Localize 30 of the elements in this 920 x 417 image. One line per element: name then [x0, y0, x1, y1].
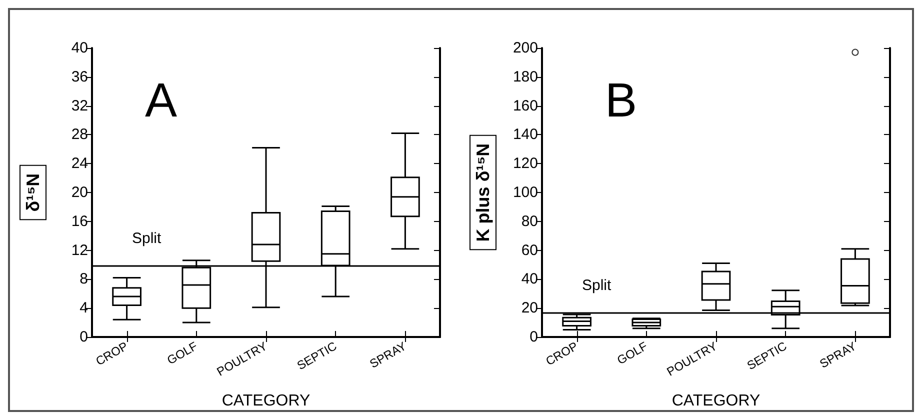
- y-tick-label: 24: [71, 155, 88, 172]
- y-tick-label: 8: [80, 270, 88, 288]
- y-tick-label: 16: [71, 212, 88, 230]
- y-axis-title: δ¹⁵N: [23, 173, 43, 212]
- y-tick-label: 4: [80, 300, 88, 317]
- x-axis-title: CATEGORY: [672, 392, 760, 410]
- y-tick-label: 60: [521, 242, 538, 259]
- y-tick-label: 20: [71, 184, 88, 201]
- y-tick-label: 80: [521, 212, 538, 230]
- y-tick-label: 200: [512, 40, 538, 56]
- text: B: [605, 74, 638, 128]
- y-tick-label: 180: [512, 68, 538, 86]
- text: A: [145, 74, 178, 128]
- ref-line-label: Split: [132, 230, 162, 248]
- y-tick-label: 140: [512, 126, 538, 144]
- y-axis-title: K plus δ¹⁵N: [473, 143, 493, 242]
- y-tick-label: 100: [512, 184, 538, 201]
- y-tick-label: 12: [71, 242, 88, 259]
- y-tick-label: 20: [521, 300, 538, 317]
- y-tick-label: 120: [512, 155, 538, 172]
- y-tick-label: 0: [80, 328, 88, 346]
- y-tick-label: 0: [530, 328, 538, 346]
- ref-line-label: Split: [582, 276, 612, 294]
- y-tick-label: 40: [71, 40, 88, 56]
- y-tick-label: 32: [71, 97, 88, 114]
- y-tick-label: 28: [71, 126, 88, 144]
- y-tick-label: 40: [521, 270, 538, 288]
- y-tick-label: 160: [512, 97, 538, 114]
- y-tick-label: 36: [71, 68, 88, 86]
- x-axis-title: CATEGORY: [222, 392, 310, 410]
